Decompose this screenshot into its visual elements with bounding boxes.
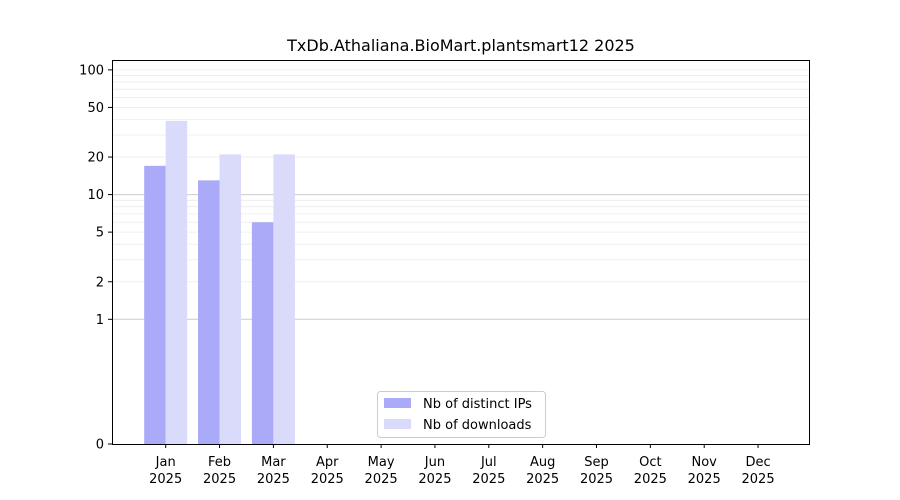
bar-downloads-jan bbox=[165, 120, 188, 444]
x-tick-label-may: May bbox=[368, 455, 395, 470]
x-tick-year-jun: 2025 bbox=[418, 472, 451, 487]
x-axis: Jan 2025 Feb 2025 Mar 2025 Apr 2025 May 2025 Jun 20… bbox=[149, 444, 775, 487]
x-tick-year-sep: 2025 bbox=[580, 472, 613, 487]
x-tick-year-apr: 2025 bbox=[311, 472, 344, 487]
plot-frame bbox=[112, 60, 810, 445]
x-tick-label-aug: Aug bbox=[530, 455, 555, 470]
bar-distinct-ips-jan bbox=[144, 165, 166, 444]
bar-downloads-mar bbox=[273, 154, 295, 444]
x-tick-year-feb: 2025 bbox=[203, 472, 236, 487]
y-axis: 0 1 2 5 10 20 50 100 bbox=[79, 63, 112, 453]
legend-label-distinct-ips: Nb of distinct IPs bbox=[423, 397, 532, 412]
bar-distinct-ips-feb bbox=[198, 180, 220, 444]
bars bbox=[144, 120, 295, 444]
bar-downloads-feb bbox=[219, 154, 242, 444]
x-tick-label-jun: Jun bbox=[424, 455, 445, 470]
chart-title: TxDb.Athaliana.BioMart.plantsmart12 2025 bbox=[286, 36, 635, 55]
x-tick-year-jan: 2025 bbox=[149, 472, 182, 487]
bar-distinct-ips-mar bbox=[251, 222, 274, 444]
x-tick-year-may: 2025 bbox=[365, 472, 398, 487]
x-tick-year-aug: 2025 bbox=[526, 472, 559, 487]
x-tick-year-jul: 2025 bbox=[472, 472, 505, 487]
y-tick-label-1: 1 bbox=[96, 313, 104, 328]
x-tick-label-feb: Feb bbox=[208, 455, 231, 470]
legend-label-downloads: Nb of downloads bbox=[423, 418, 532, 433]
x-tick-label-oct: Oct bbox=[639, 455, 661, 470]
y-tick-label-5: 5 bbox=[96, 226, 104, 241]
legend-swatch-distinct-ips bbox=[384, 398, 411, 408]
y-tick-label-2: 2 bbox=[96, 275, 104, 290]
x-tick-year-mar: 2025 bbox=[257, 472, 290, 487]
y-tick-label-10: 10 bbox=[87, 188, 104, 203]
x-tick-label-sep: Sep bbox=[584, 455, 609, 470]
x-tick-year-nov: 2025 bbox=[688, 472, 721, 487]
x-tick-year-oct: 2025 bbox=[634, 472, 667, 487]
x-tick-label-jan: Jan bbox=[155, 455, 176, 470]
y-tick-label-100: 100 bbox=[79, 63, 104, 78]
y-tick-label-20: 20 bbox=[87, 151, 104, 166]
y-tick-label-0: 0 bbox=[96, 438, 104, 453]
x-tick-year-dec: 2025 bbox=[742, 472, 775, 487]
x-tick-label-dec: Dec bbox=[745, 455, 770, 470]
y-tick-label-50: 50 bbox=[87, 101, 104, 116]
legend: Nb of distinct IPs Nb of downloads bbox=[377, 391, 546, 438]
x-tick-label-jul: Jul bbox=[480, 455, 497, 470]
legend-swatch-downloads bbox=[384, 419, 411, 429]
x-tick-label-apr: Apr bbox=[316, 455, 339, 470]
x-tick-label-mar: Mar bbox=[261, 455, 286, 470]
x-tick-label-nov: Nov bbox=[692, 455, 718, 470]
